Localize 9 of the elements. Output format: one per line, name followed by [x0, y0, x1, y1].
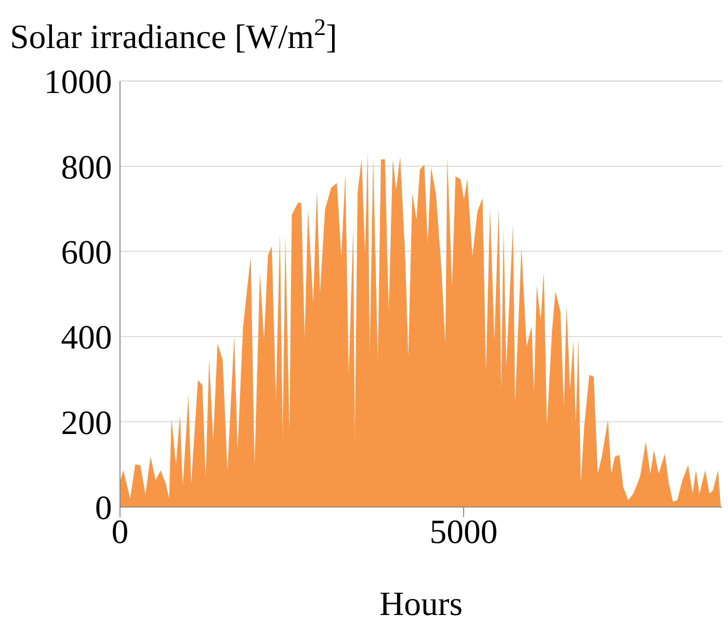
y-tick-label: 600: [61, 234, 112, 272]
y-axis-title: Solar irradiance [W/m$^{2}$]: [10, 15, 338, 56]
x-axis-title: Hours: [379, 586, 463, 623]
y-tick-label: 800: [61, 149, 112, 186]
y-tick-label: 0: [95, 490, 112, 528]
x-tick-label: 5000: [430, 514, 498, 552]
y-tick-label: 1000: [44, 64, 112, 102]
y-tick-label: 400: [61, 320, 112, 357]
y-tick-label: 200: [61, 404, 112, 442]
